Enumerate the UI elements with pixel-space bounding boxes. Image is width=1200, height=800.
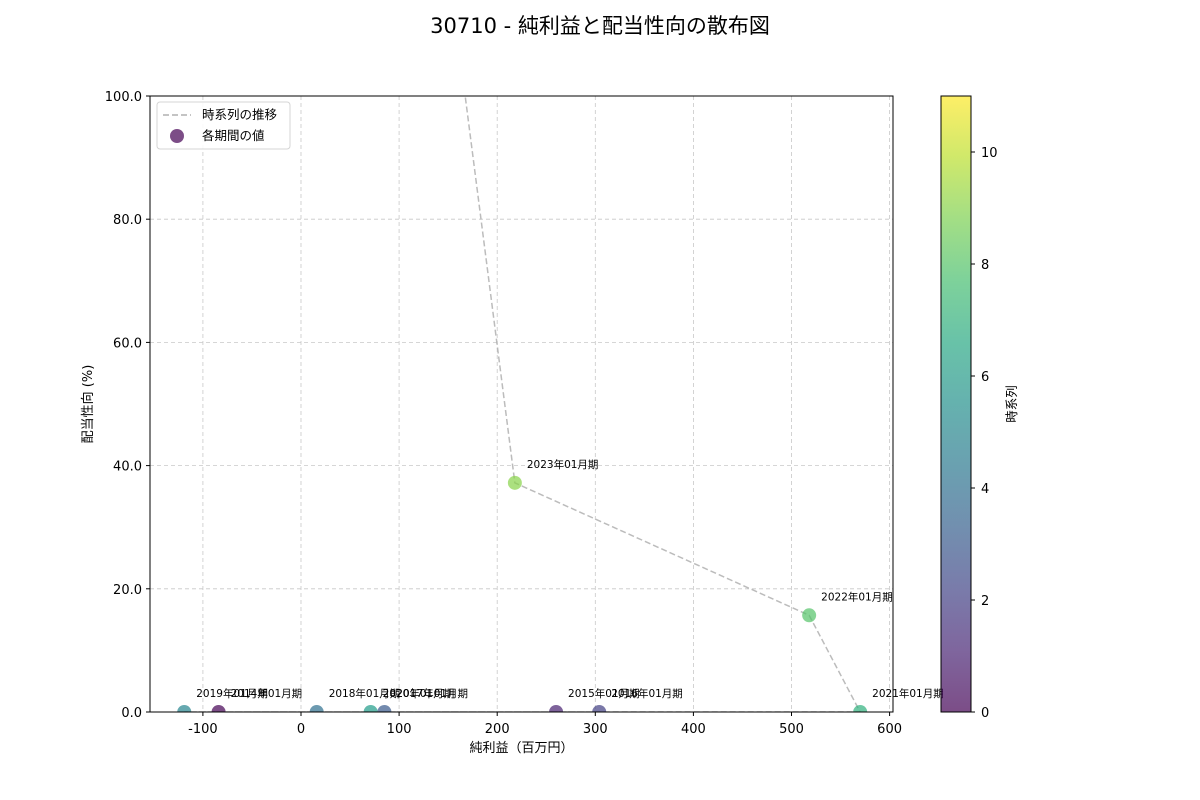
y-tick-label: 100.0	[105, 90, 142, 105]
y-tick-label: 20.0	[113, 583, 142, 598]
colorbar-label: 時系列	[1004, 385, 1019, 423]
point-label: 2015年01月期	[568, 687, 640, 700]
colorbar-tick-label: 10	[981, 146, 998, 161]
data-point	[211, 705, 226, 712]
point-label: 2022年01月期	[821, 590, 893, 603]
y-axis-label: 配当性向 (%)	[80, 365, 96, 444]
data-point	[309, 705, 324, 712]
trend-line	[184, 96, 862, 712]
data-point	[853, 705, 868, 712]
colorbar-tick-label: 4	[981, 482, 989, 497]
colorbar	[941, 96, 971, 712]
point-label: 2021年01月期	[872, 687, 944, 700]
point-label: 2023年01月期	[527, 458, 599, 471]
point-label: 2020年01月期	[383, 687, 455, 700]
x-tick-label: 100	[387, 722, 412, 737]
data-point	[802, 608, 817, 623]
data-point	[507, 475, 522, 490]
point-label: 2019年01月期	[196, 687, 268, 700]
x-axis-label: 純利益（百万円）	[469, 741, 573, 756]
colorbar-tick-label: 8	[981, 258, 989, 273]
y-tick-label: 80.0	[113, 213, 142, 228]
data-point	[549, 705, 564, 712]
colorbar-tick-label: 0	[981, 706, 989, 721]
plot-frame	[149, 95, 894, 713]
x-tick-label: 0	[297, 722, 305, 737]
y-tick-label: 0.0	[121, 706, 142, 721]
point-label: 2017年01月期	[396, 687, 468, 700]
legend-label-points: 各期間の値	[202, 128, 265, 143]
legend-marker-icon	[170, 129, 184, 143]
y-tick-label: 60.0	[113, 336, 142, 351]
colorbar-tick-label: 2	[981, 594, 989, 609]
point-label: 2018年01月期	[329, 687, 401, 700]
data-point	[592, 705, 607, 712]
y-tick-label: 40.0	[113, 460, 142, 475]
legend-box	[156, 101, 291, 150]
x-tick-label: 600	[877, 722, 902, 737]
data-point	[363, 705, 378, 712]
x-tick-label: 400	[681, 722, 706, 737]
chart-title: 30710 - 純利益と配当性向の散布図	[430, 14, 770, 38]
colorbar-frame	[940, 95, 972, 713]
x-tick-label: 500	[779, 722, 804, 737]
point-label: 2016年01月期	[611, 687, 683, 700]
colorbar-tick-label: 6	[981, 370, 989, 385]
data-point	[177, 705, 192, 712]
x-tick-label: 200	[485, 722, 510, 737]
point-label: 2014年01月期	[231, 687, 303, 700]
x-tick-label: -100	[188, 722, 218, 737]
x-tick-label: 300	[583, 722, 608, 737]
data-point	[377, 705, 392, 712]
legend-label-trend: 時系列の推移	[202, 107, 277, 122]
